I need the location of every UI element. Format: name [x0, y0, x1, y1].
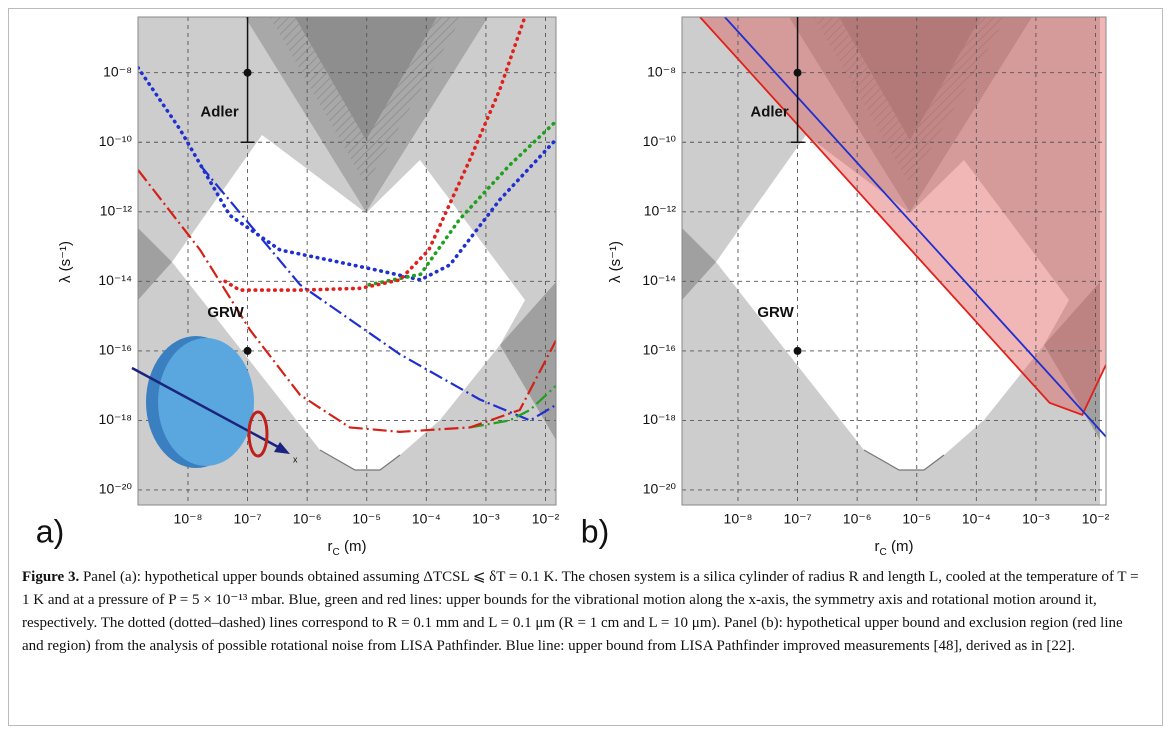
y-tick-label: 10⁻²⁰ — [99, 481, 133, 497]
x-tick-label: 10⁻³ — [472, 511, 500, 527]
figure: Adler GRW 10⁻⁸ 10⁻⁷ 10⁻⁶ 10⁻⁵ 10⁻⁴ 10⁻³ 10⁻² 10⁻⁸… — [36, 16, 1110, 558]
x-axis-label-part: r — [328, 538, 333, 555]
x-axis-label-part: (m) — [340, 538, 367, 555]
model-point — [793, 346, 802, 355]
panel-label: a) — [36, 513, 64, 549]
plot-area — [138, 17, 556, 505]
model-point — [243, 346, 252, 355]
y-tick-label: 10⁻¹⁸ — [98, 411, 132, 427]
x-tick-label: 10⁻² — [1082, 511, 1110, 527]
caption-label: Figure 3. — [22, 569, 80, 585]
point-label: GRW — [207, 304, 244, 321]
x-axis-label-part: C — [880, 547, 887, 558]
panel-label: b) — [581, 513, 609, 549]
figure-caption: Figure 3. Panel (a): hypothetical upper … — [22, 566, 1147, 658]
exclusion-region — [699, 17, 1106, 415]
model-point — [793, 68, 802, 77]
y-tick-label: 10⁻¹⁴ — [642, 272, 676, 288]
y-axis-label: λ (s⁻¹) — [607, 241, 624, 283]
x-tick-label: 10⁻² — [532, 511, 560, 527]
x-tick-label: 10⁻⁸ — [174, 511, 203, 527]
series-line — [699, 17, 1106, 416]
y-tick-label: 10⁻²⁰ — [643, 481, 677, 497]
y-tick-label: 10⁻¹⁶ — [643, 342, 676, 358]
point-label: GRW — [757, 304, 794, 321]
x-tick-label: 10⁻⁵ — [352, 511, 381, 527]
x-tick-label: 10⁻⁵ — [902, 511, 931, 527]
point-label: Adler — [200, 104, 239, 121]
y-tick-label: 10⁻¹⁶ — [99, 342, 132, 358]
y-tick-label: 10⁻¹² — [100, 203, 133, 219]
y-tick-label: 10⁻¹⁰ — [643, 133, 677, 149]
x-axis-label-part: C — [333, 547, 340, 558]
series-line — [223, 17, 527, 292]
x-axis-label-part: r — [875, 538, 880, 555]
caption-text: Panel (a): hypothetical upper bounds obt… — [22, 569, 1139, 654]
plot-frame — [137, 16, 557, 506]
x-tick-label: 10⁻⁴ — [412, 511, 441, 527]
x-axis-label: rC (m) — [875, 538, 914, 558]
y-tick-label: 10⁻¹⁸ — [642, 411, 676, 427]
x-tick-label: 10⁻⁸ — [724, 511, 753, 527]
y-axis-label: λ (s⁻¹) — [57, 241, 74, 283]
x-tick-label: 10⁻³ — [1022, 511, 1050, 527]
point-label: Adler — [750, 104, 789, 121]
figure-frame — [8, 8, 1163, 726]
x-tick-label: 10⁻⁶ — [293, 511, 322, 527]
x-axis-label: rC (m) — [328, 538, 367, 558]
x-axis-label-part: (m) — [887, 538, 914, 555]
series-line — [469, 384, 556, 429]
y-tick-label: 10⁻¹⁰ — [99, 133, 133, 149]
x-tick-label: 10⁻⁷ — [234, 511, 262, 527]
y-tick-label: 10⁻⁸ — [647, 63, 676, 79]
x-tick-label: 10⁻⁶ — [843, 511, 872, 527]
plot-frame — [681, 16, 1107, 506]
model-point — [243, 68, 252, 77]
series-line — [367, 119, 556, 287]
series-line — [199, 164, 556, 422]
y-tick-label: 10⁻¹⁴ — [98, 272, 132, 288]
cylinder-illustration — [131, 336, 290, 468]
x-tick-label: 10⁻⁷ — [784, 511, 812, 527]
series-line — [724, 17, 1106, 438]
illustration-label: x — [293, 454, 298, 464]
y-tick-label: 10⁻⁸ — [103, 63, 132, 79]
y-tick-label: 10⁻¹² — [644, 203, 677, 219]
series-line — [138, 169, 556, 433]
x-tick-label: 10⁻⁴ — [962, 511, 991, 527]
